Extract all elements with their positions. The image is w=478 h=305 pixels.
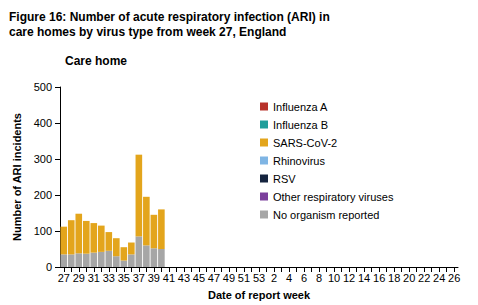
svg-text:4: 4 (286, 272, 292, 284)
svg-text:37: 37 (133, 272, 145, 284)
svg-text:RSV: RSV (273, 173, 296, 185)
svg-text:200: 200 (34, 189, 52, 201)
svg-text:24: 24 (433, 272, 445, 284)
svg-text:16: 16 (373, 272, 385, 284)
svg-text:6: 6 (301, 272, 307, 284)
svg-text:51: 51 (238, 272, 250, 284)
svg-text:300: 300 (34, 153, 52, 165)
svg-text:Date of report week: Date of report week (208, 289, 311, 301)
svg-text:12: 12 (343, 272, 355, 284)
svg-text:26: 26 (448, 272, 460, 284)
svg-text:14: 14 (358, 272, 370, 284)
svg-text:20: 20 (403, 272, 415, 284)
svg-text:No organism reported: No organism reported (273, 209, 379, 221)
svg-text:Rhinovirus: Rhinovirus (273, 155, 325, 167)
svg-text:31: 31 (88, 272, 100, 284)
svg-text:0: 0 (46, 261, 52, 273)
svg-text:Figure 16: Number of acute res: Figure 16: Number of acute respiratory i… (9, 10, 333, 24)
svg-text:care homes by virus type from: care homes by virus type from week 27, E… (9, 25, 286, 39)
svg-text:Number of ARI incidents: Number of ARI incidents (11, 113, 23, 241)
svg-text:49: 49 (223, 272, 235, 284)
svg-text:43: 43 (178, 272, 190, 284)
svg-text:33: 33 (103, 272, 115, 284)
svg-text:Other respiratory viruses: Other respiratory viruses (273, 191, 394, 203)
svg-text:SARS-CoV-2: SARS-CoV-2 (273, 137, 337, 149)
svg-text:41: 41 (163, 272, 175, 284)
svg-text:18: 18 (388, 272, 400, 284)
svg-text:22: 22 (418, 272, 430, 284)
svg-text:47: 47 (208, 272, 220, 284)
svg-text:100: 100 (34, 225, 52, 237)
svg-text:35: 35 (118, 272, 130, 284)
svg-text:Influenza B: Influenza B (273, 119, 328, 131)
svg-text:45: 45 (193, 272, 205, 284)
svg-text:400: 400 (34, 117, 52, 129)
svg-text:10: 10 (328, 272, 340, 284)
svg-text:29: 29 (73, 272, 85, 284)
svg-text:500: 500 (34, 81, 52, 93)
svg-text:Care home: Care home (65, 54, 127, 68)
svg-text:2: 2 (271, 272, 277, 284)
svg-text:39: 39 (148, 272, 160, 284)
svg-text:Influenza A: Influenza A (273, 101, 328, 113)
svg-text:8: 8 (316, 272, 322, 284)
svg-text:53: 53 (253, 272, 265, 284)
svg-text:27: 27 (58, 272, 70, 284)
